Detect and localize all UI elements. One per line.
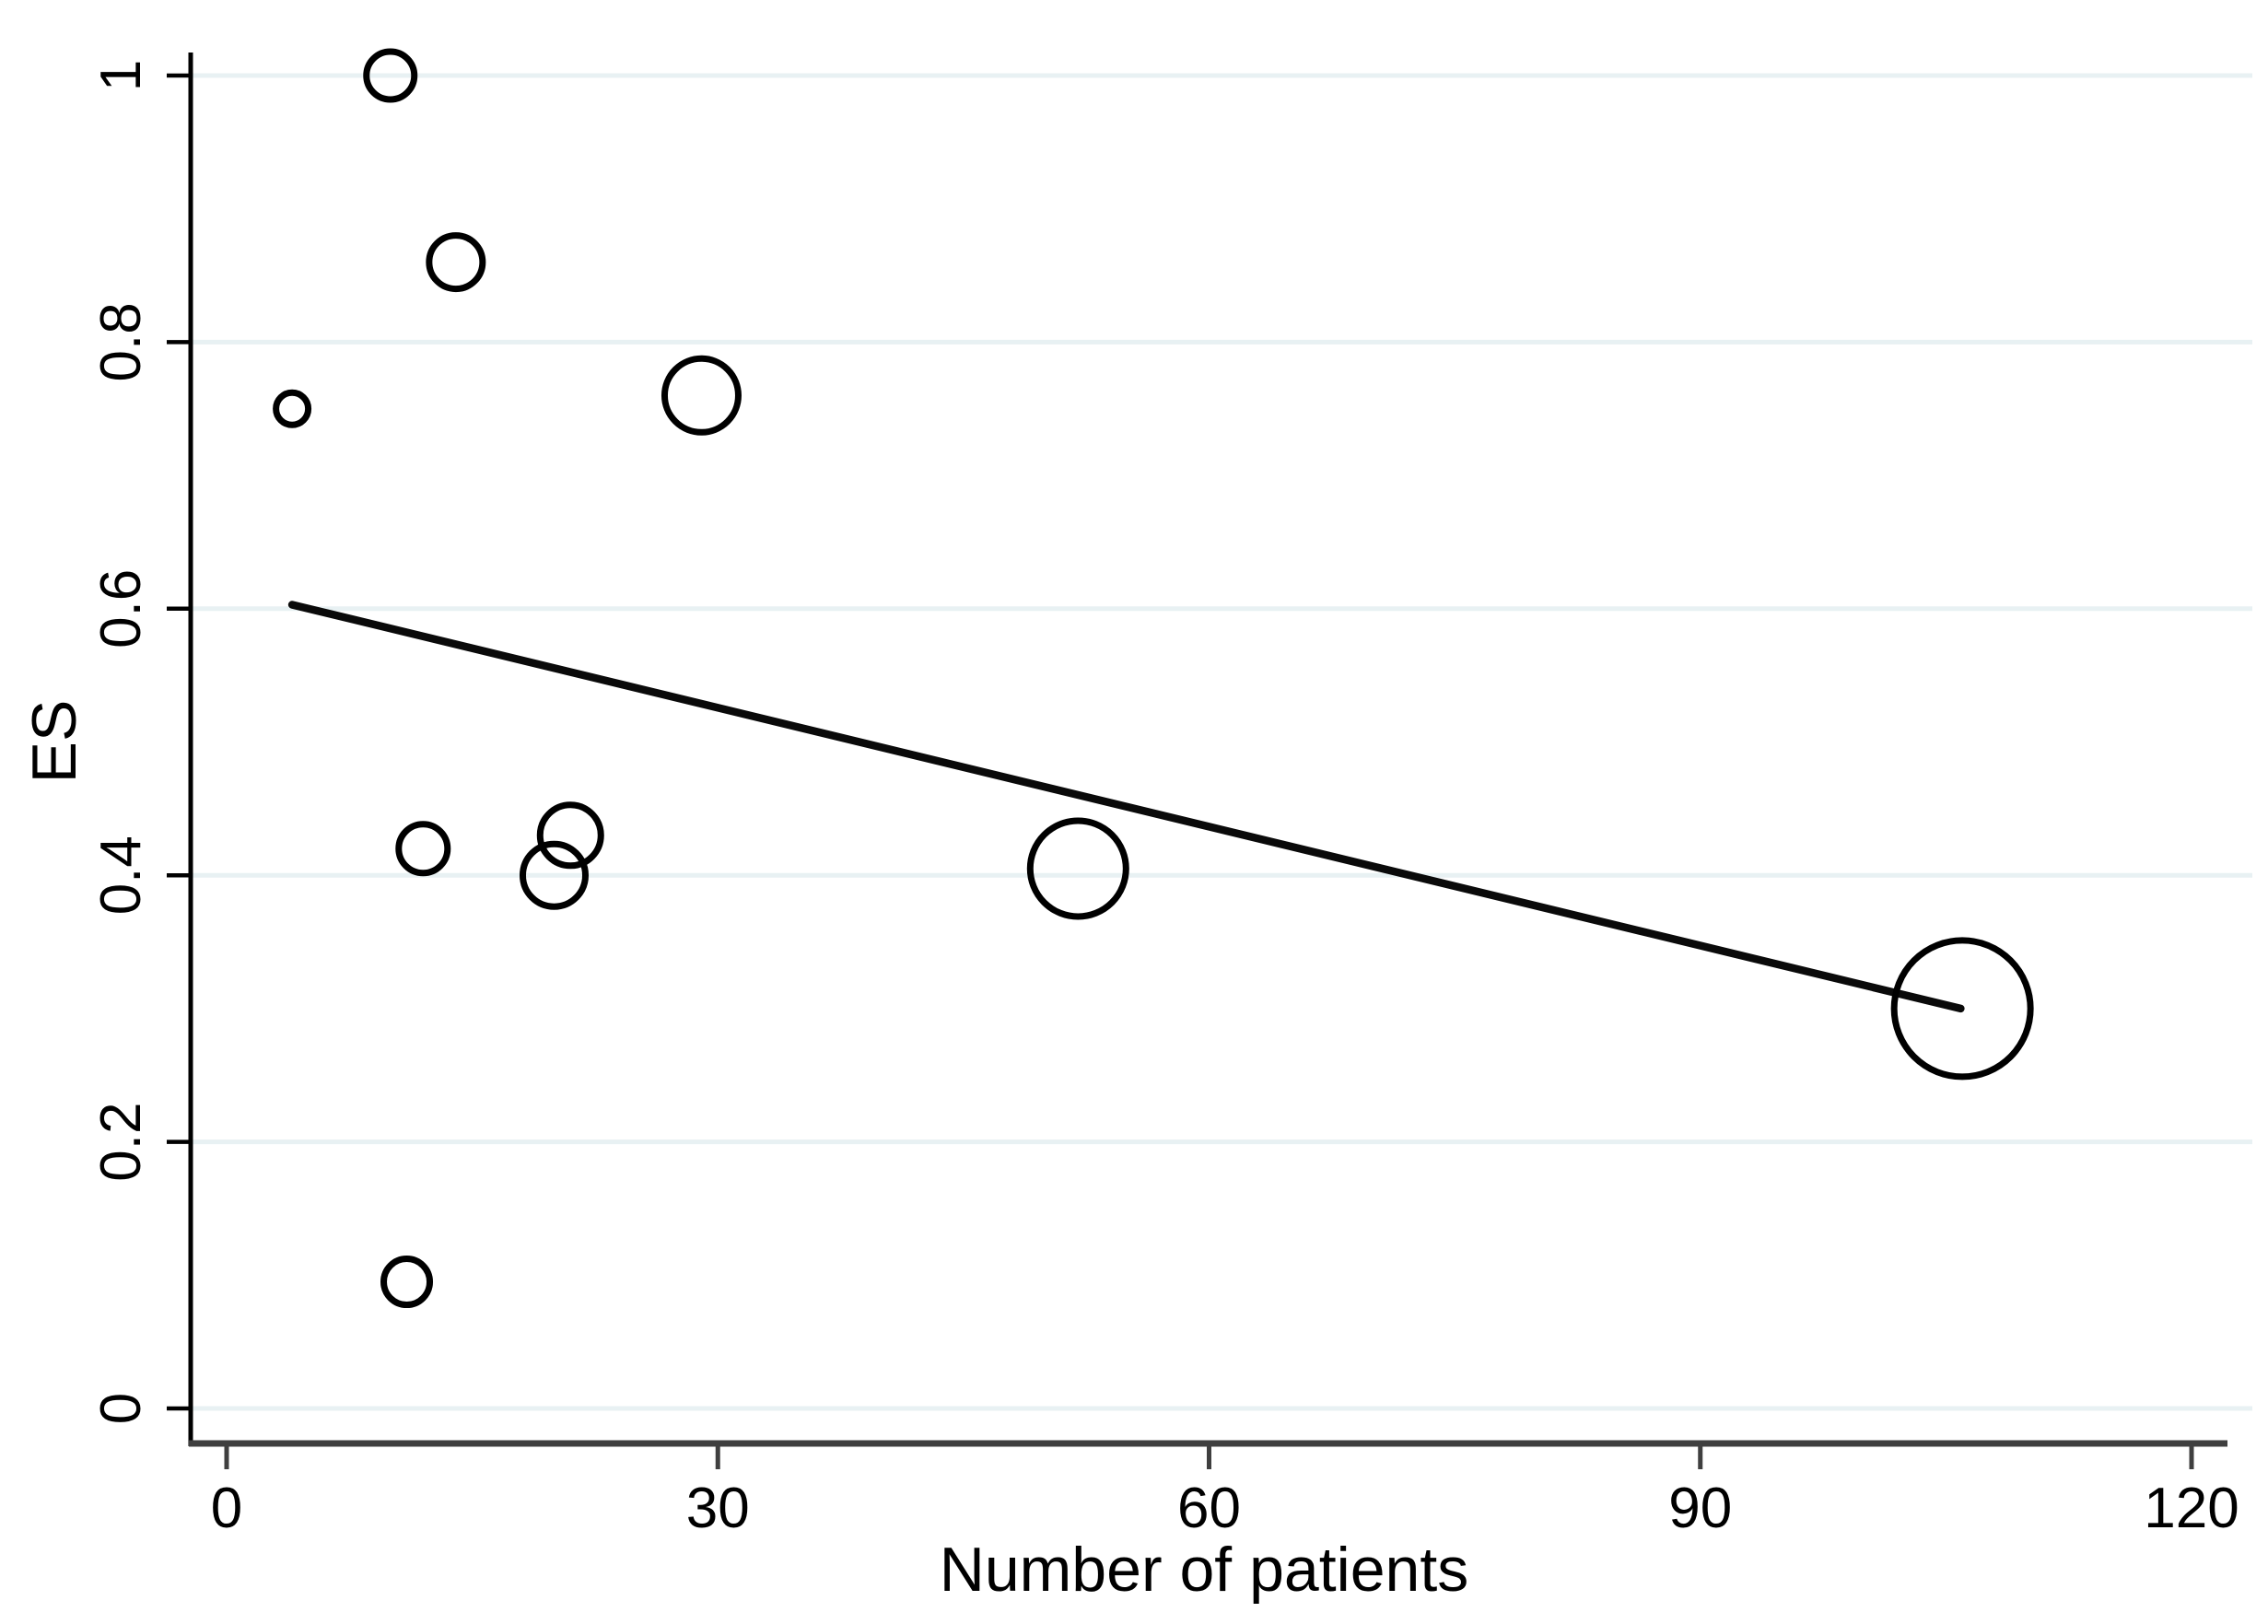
x-tick-label: 120 xyxy=(2144,1477,2239,1540)
y-tick-label: 1 xyxy=(89,60,153,91)
fit-line-layer xyxy=(287,601,1965,1013)
y-axis-title: ES xyxy=(19,700,89,784)
x-tick-label: 90 xyxy=(1668,1477,1732,1540)
data-point-bubble xyxy=(536,801,604,870)
x-tick-label: 60 xyxy=(1177,1477,1241,1540)
x-axis-title: Number of patients xyxy=(940,1535,1469,1605)
data-point-bubble xyxy=(380,1256,434,1309)
y-tick-label: 0.2 xyxy=(89,1102,153,1181)
data-point-bubble xyxy=(363,48,418,103)
y-tick-label: 0.4 xyxy=(89,835,153,915)
data-points-layer xyxy=(273,48,2034,1309)
x-tick-label: 30 xyxy=(686,1477,750,1540)
axes-layer xyxy=(167,53,2227,1469)
y-tick-label: 0 xyxy=(89,1393,153,1424)
y-tick-label: 0.6 xyxy=(89,569,153,648)
data-point-bubble xyxy=(1890,937,2034,1081)
tick-labels-layer: 0 0.2 0.4 0.6 0.8 1 0 30 60 90 120 xyxy=(89,60,2239,1540)
gridlines-layer xyxy=(191,73,2252,1411)
y-tick-label: 0.8 xyxy=(89,302,153,381)
data-point-bubble xyxy=(426,232,486,293)
x-tick-label: 0 xyxy=(211,1477,242,1540)
data-point-bubble xyxy=(273,389,312,428)
data-point-bubble xyxy=(520,840,589,910)
data-point-bubble xyxy=(661,355,742,436)
data-point-bubble xyxy=(1026,817,1129,920)
regression-line xyxy=(287,601,1965,1013)
data-point-bubble xyxy=(395,821,451,877)
